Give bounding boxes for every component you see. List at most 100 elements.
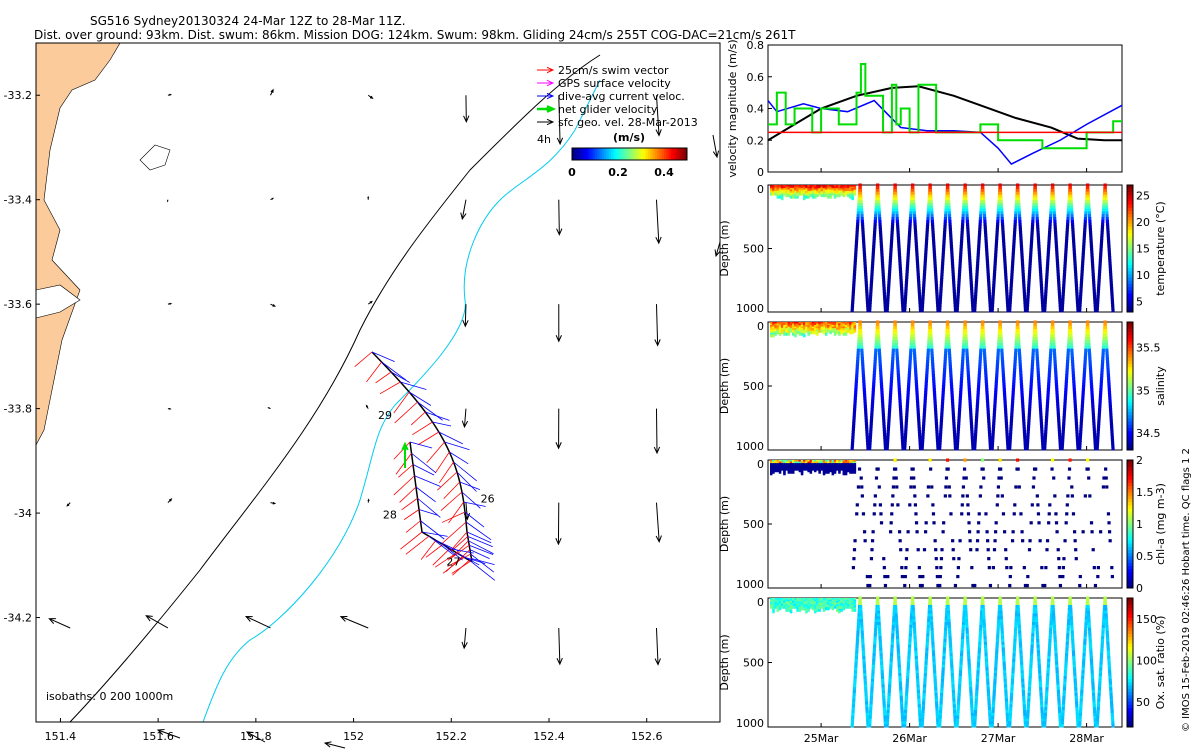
oxygen-sample xyxy=(906,670,910,674)
chla-sample xyxy=(842,464,846,468)
temperature-sample xyxy=(1081,250,1085,254)
temperature-sample xyxy=(827,192,830,196)
colorbar-cell xyxy=(661,148,665,160)
oxygen-sample xyxy=(873,639,877,643)
salinity-sample xyxy=(928,320,932,324)
temperature-sample xyxy=(1065,228,1069,232)
salinity-sample xyxy=(798,322,802,325)
chla-sample xyxy=(833,461,837,465)
oxygen-sample xyxy=(887,692,891,697)
salinity-sample xyxy=(911,326,915,330)
salinity-sample xyxy=(883,438,887,442)
salinity-sample xyxy=(787,326,791,330)
chla-sample xyxy=(960,503,964,507)
salinity-sample xyxy=(904,421,908,426)
oxygen-sample xyxy=(811,598,815,601)
colorbar-cell xyxy=(659,148,663,160)
temperature-sample xyxy=(811,188,815,192)
oxygen-sample xyxy=(864,687,868,691)
oxygen-sample xyxy=(864,698,869,702)
temperature-sample xyxy=(991,295,995,299)
oxygen-sample xyxy=(899,687,903,691)
oxygen-sample xyxy=(886,704,891,708)
oxygen-sample xyxy=(833,604,837,608)
salinity-sample xyxy=(905,402,910,406)
temperature-sample xyxy=(1066,219,1070,224)
dac-vector xyxy=(456,471,477,492)
temperature-sample xyxy=(855,225,860,229)
temperature-sample xyxy=(803,191,806,195)
salinity-sample xyxy=(803,322,806,325)
temperature-sample xyxy=(796,188,799,192)
salinity-sample xyxy=(943,359,947,364)
temperature-colorbar-cell xyxy=(1127,226,1133,230)
salinity-sample xyxy=(778,325,782,329)
temperature-sample xyxy=(1054,233,1058,237)
chla-sample xyxy=(774,464,777,468)
salinity-sample xyxy=(862,388,866,392)
salinity-sample xyxy=(816,332,819,336)
chla-sample xyxy=(855,512,859,516)
temperature-sample xyxy=(964,194,968,198)
salinity-sample xyxy=(785,329,788,333)
chla-sample xyxy=(770,466,773,470)
temperature-sample xyxy=(946,194,950,198)
oxygen-sample xyxy=(783,598,786,601)
temperature-sample xyxy=(901,306,905,310)
salinity-sample xyxy=(852,413,856,417)
temperature-sample xyxy=(899,281,903,285)
salinity-sample xyxy=(890,365,894,369)
chla-sample xyxy=(787,467,791,471)
temperature-sample xyxy=(967,244,971,249)
oxygen-sample xyxy=(861,644,865,648)
salinity-sample xyxy=(1027,416,1031,420)
salinity-sample xyxy=(1033,323,1037,327)
salinity-sample xyxy=(929,337,933,341)
oxygen-sample xyxy=(878,641,883,646)
temperature-sample xyxy=(932,242,936,246)
temperature-sample xyxy=(798,186,802,190)
chla-sample xyxy=(792,464,795,468)
salinity-sample xyxy=(1083,359,1087,364)
temperature-sample xyxy=(1064,239,1069,243)
temperature-sample xyxy=(897,250,901,254)
salinity-sample xyxy=(783,323,786,327)
salinity-sample xyxy=(908,354,913,358)
salinity-sample xyxy=(975,416,979,420)
temperature-sample xyxy=(911,183,915,187)
chla-sample xyxy=(860,494,864,498)
salinity-sample xyxy=(991,427,996,431)
temperature-sample xyxy=(840,192,843,196)
dac-vector xyxy=(456,552,480,566)
temperature-sample xyxy=(1090,250,1094,254)
salinity-sample xyxy=(781,328,784,332)
salinity-sample xyxy=(973,433,978,437)
temperature-sample xyxy=(962,197,966,201)
temperature-sample xyxy=(1032,203,1036,207)
salinity-colorbar-cell xyxy=(1127,370,1133,374)
temperature-sample xyxy=(1108,267,1112,271)
chla-sample xyxy=(827,467,830,471)
temperature-sample xyxy=(809,186,813,190)
temperature-sample xyxy=(918,303,922,307)
temperature-sample xyxy=(885,303,890,307)
salinity-sample xyxy=(994,379,999,383)
oxygen-sample xyxy=(891,630,895,634)
salinity-sample xyxy=(942,374,946,378)
oxygen-sample xyxy=(842,599,846,603)
temperature-sample xyxy=(789,189,793,193)
temperature-sample xyxy=(1010,264,1015,268)
temperature-sample xyxy=(1032,205,1036,210)
temperature-sample xyxy=(978,217,983,221)
oxygen-sample xyxy=(896,650,901,654)
temperature-sample xyxy=(774,185,777,188)
chla-sample xyxy=(796,467,799,471)
oxygen-sample xyxy=(913,636,917,640)
salinity-sample xyxy=(900,424,904,428)
temperature-sample xyxy=(948,219,952,224)
colorbar-cell xyxy=(657,148,660,160)
salinity-sample xyxy=(944,340,948,344)
chla-sample xyxy=(879,521,884,525)
oxygen-sample xyxy=(854,661,858,665)
salinity-sample xyxy=(900,430,904,434)
